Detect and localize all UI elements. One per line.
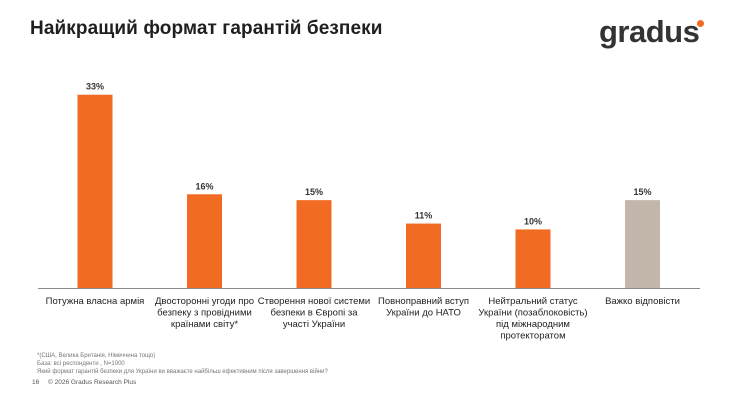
- logo-dot-icon: [697, 20, 704, 27]
- page-number: 16: [32, 379, 40, 386]
- footnote-base: База: всі респонденти , N=1000: [37, 361, 125, 367]
- category-label-5: Нейтральний статус України (позаблоковіст…: [478, 296, 587, 342]
- page-title: Найкращий формат гарантій безпеки: [30, 18, 383, 39]
- bars-layer: [77, 94, 660, 288]
- labels-layer: 33% Потужна власна армія 16% Двосторонні уг…: [46, 82, 680, 342]
- bar-2: [187, 194, 222, 288]
- footnote-countries: *(США, Велика Британія, Німеччина тощо): [37, 353, 156, 359]
- value-label-4: 11%: [415, 211, 433, 221]
- bar-3: [296, 200, 332, 288]
- category-label-3: Створення нової системи безпеки в Європі …: [258, 296, 370, 330]
- bar-1: [77, 94, 113, 288]
- value-label-5: 10%: [524, 216, 542, 226]
- bar-5: [515, 229, 551, 288]
- gradus-logo: gradus: [599, 14, 700, 49]
- category-label-1: Потужна власна армія: [46, 296, 145, 307]
- category-label-6: Важко відповісти: [605, 296, 680, 307]
- category-label-2: Двосторонні угоди про безпеку з провідним…: [155, 296, 254, 330]
- bar-6: [625, 200, 660, 288]
- value-label-6: 15%: [633, 187, 651, 197]
- bar-4: [406, 223, 441, 288]
- value-label-1: 33%: [86, 82, 104, 92]
- footnote-question: Який формат гарантій безпеки для України…: [37, 369, 328, 375]
- category-label-4: Повноправний вступ України до НАТО: [378, 296, 469, 319]
- value-label-3: 15%: [305, 187, 323, 197]
- copyright: © 2026 Gradus Research Plus: [48, 379, 137, 386]
- value-label-2: 16%: [195, 181, 213, 191]
